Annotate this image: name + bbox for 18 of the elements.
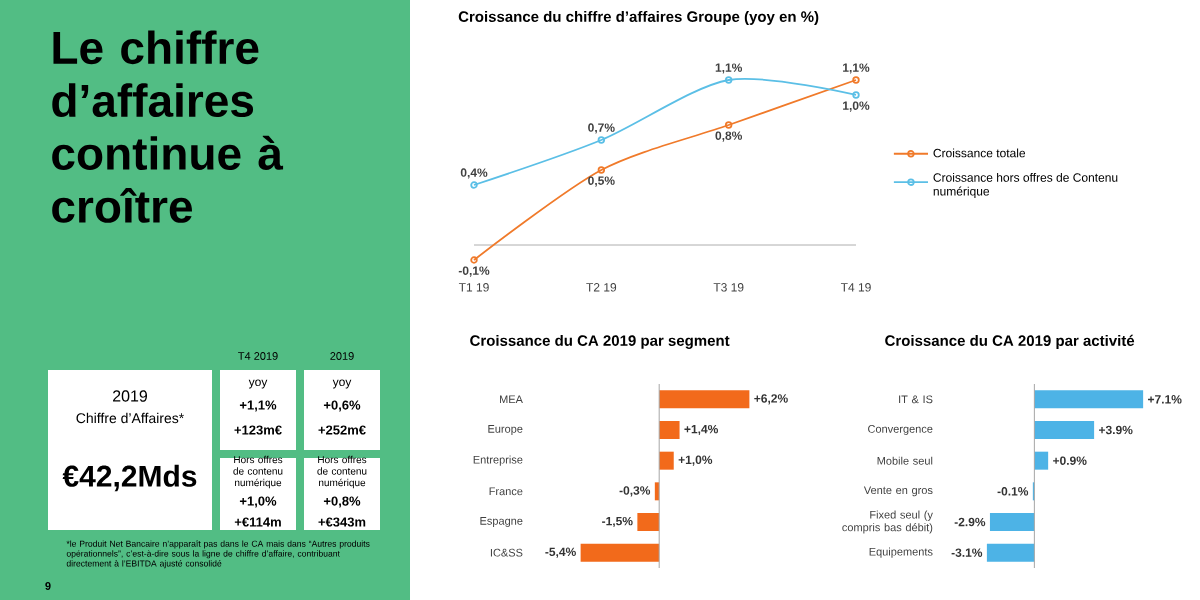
bar [654, 482, 660, 501]
bar [989, 513, 1035, 532]
bar [1034, 421, 1095, 439]
point [724, 76, 733, 84]
text: Le chiffre d’affaires continue à croître [52, 30, 284, 223]
bar [659, 421, 680, 439]
text: €42,2Mds [62, 464, 197, 492]
text: 2019 [113, 390, 148, 402]
bar [637, 513, 660, 532]
point [597, 136, 606, 144]
bar [659, 390, 750, 409]
bar [986, 543, 1035, 562]
point [724, 121, 733, 129]
bar [580, 543, 660, 562]
bar [1034, 390, 1144, 409]
bar [659, 451, 674, 470]
bar [1034, 451, 1049, 470]
point [597, 166, 606, 174]
